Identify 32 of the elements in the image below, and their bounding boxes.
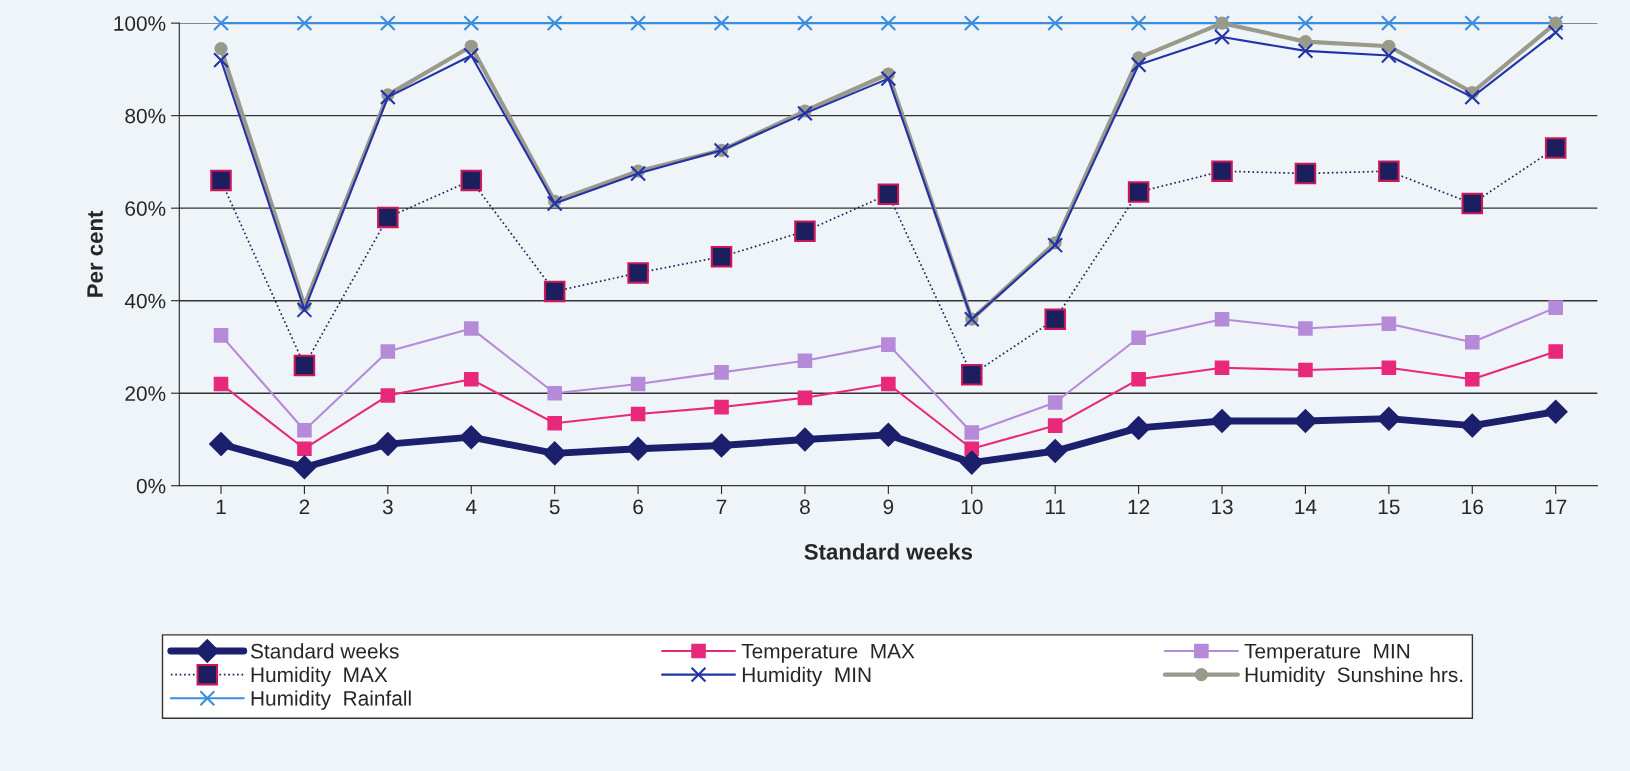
y-tick-label: 20% (125, 386, 166, 401)
x-tick-label: 7 (716, 499, 727, 515)
x-tick-label: 5 (549, 499, 560, 515)
legend-label: Humidity Sunshine hrs. (1245, 666, 1463, 687)
y-axis-title: Per cent (87, 210, 103, 297)
x-tick-label: 12 (1128, 499, 1150, 515)
y-tick-label: 0% (136, 478, 166, 494)
x-tick-label: 10 (961, 499, 983, 515)
y-tick-label: 80% (125, 108, 166, 124)
x-tick-label: 3 (382, 499, 393, 515)
x-tick-label: 17 (1545, 499, 1567, 515)
legend-label: Humidity Rainfall (251, 690, 411, 710)
legend-label: Standard weeks (250, 643, 399, 659)
x-axis-title: Standard weeks (804, 543, 973, 560)
x-tick-label: 15 (1378, 499, 1400, 515)
y-tick-label: 60% (125, 201, 166, 216)
x-tick-label: 8 (800, 499, 810, 515)
x-tick-label: 11 (1045, 499, 1065, 515)
x-tick-label: 13 (1212, 499, 1233, 515)
legend-label: Temperature MIN (1244, 644, 1410, 663)
x-tick-label: 9 (883, 499, 894, 515)
x-tick-label: 2 (299, 499, 310, 515)
y-tick-label: 100% (114, 16, 166, 31)
x-tick-label: 4 (465, 499, 477, 515)
x-tick-label: 1 (216, 499, 226, 515)
x-tick-label: 16 (1462, 499, 1483, 515)
legend-label: Temperature MAX (741, 644, 915, 663)
legend-label: Humidity MAX (251, 666, 388, 687)
x-tick-label: 6 (633, 499, 643, 515)
legend-label: Humidity MIN (742, 666, 871, 687)
y-tick-label: 40% (124, 293, 166, 309)
x-tick-label: 14 (1295, 499, 1317, 515)
